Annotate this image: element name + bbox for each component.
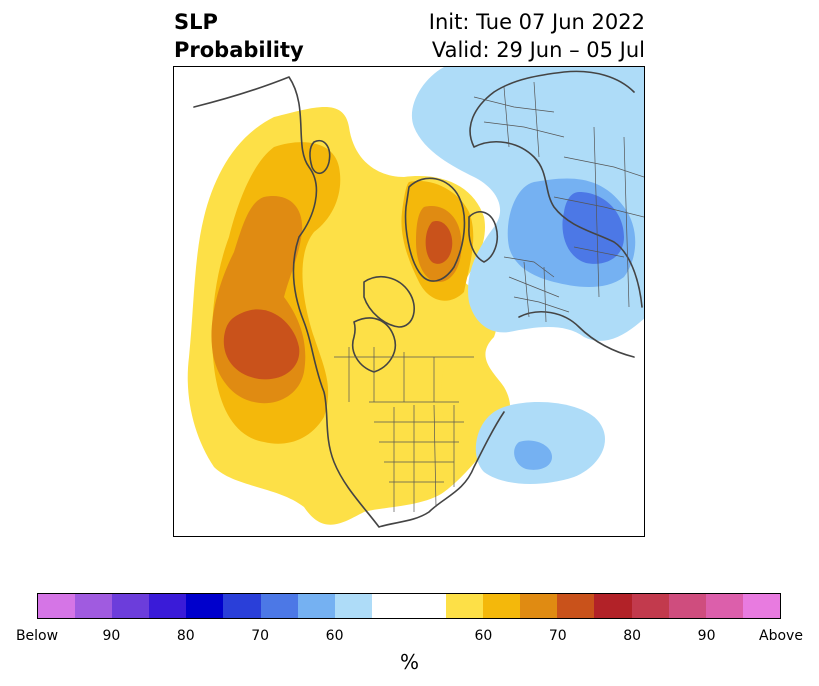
title-right: Init: Tue 07 Jun 2022 Valid: 29 Jun – 05… [429,8,645,64]
greenland-coast [404,177,466,282]
north-america-coast [193,76,505,528]
valid-range: Valid: 29 Jun – 05 Jul [431,38,645,62]
colorbar-below-6 [260,594,298,618]
mediterranean-coast [518,311,635,358]
scandinavia-coast [468,211,499,263]
colorbar-tick-label: 80 [176,628,195,644]
init-date: Init: Tue 07 Jun 2022 [428,10,645,34]
asia-country-borders [553,126,644,308]
map-panel [173,66,645,537]
colorbar-tick-label: Above [759,628,803,644]
us-state-borders [369,401,464,512]
arctic-archipelago [363,276,415,328]
political-borders [334,81,644,512]
russia-regions [473,81,565,158]
colorbar-tick-label: 60 [325,628,344,644]
colorbar-below-3 [149,594,187,618]
colorbar-above-8 [742,594,780,618]
colorbar-unit: % [399,650,419,674]
colorbar-below-5 [223,594,261,618]
eurasia-coast [469,70,643,308]
colorbar-above-0 [446,594,484,618]
colorbar-above-5 [631,594,669,618]
colorbar-below-1 [75,594,113,618]
colorbar-above-7 [705,594,743,618]
below-60-mid-atlantic [514,440,552,470]
above-80-pacific-center [223,309,300,380]
above-normal-shading [187,107,511,525]
probability-map [187,67,644,528]
coastlines [193,70,643,528]
below-70-asia-core [562,192,624,264]
colorbar-above-3 [557,594,595,618]
colorbar-below-2 [112,594,150,618]
japan-coast [309,140,331,175]
colorbar-tick-label: 70 [548,628,567,644]
europe-country-borders [503,256,570,323]
colorbar-below-8 [334,594,372,618]
colorbar [37,593,781,619]
colorbar-neutral [371,594,447,618]
colorbar-above-2 [520,594,558,618]
colorbar-tick-label: 90 [697,628,716,644]
colorbar-above-6 [668,594,706,618]
title-quantity: Probability [174,38,304,62]
canada-province-borders [334,347,474,402]
above-80-scandinavia-center [425,221,453,264]
colorbar-tick-label: 70 [251,628,270,644]
colorbar-tick-label: Below [15,628,59,644]
colorbar-tick-label: 60 [474,628,493,644]
colorbar-tick-label: 90 [102,628,121,644]
colorbar-above-1 [483,594,521,618]
title-left: SLP Probability [174,8,304,64]
title-variable: SLP [174,10,218,34]
colorbar-tick-label: 80 [623,628,642,644]
colorbar-above-4 [594,594,632,618]
colorbar-below-7 [297,594,335,618]
colorbar-below-0 [38,594,76,618]
colorbar-labels: Below 90 80 70 60 60 70 80 90 Above [0,627,819,647]
colorbar-below-4 [186,594,224,618]
